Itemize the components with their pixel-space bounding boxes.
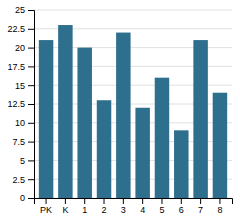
y-tick-label: 22.5 (7, 24, 25, 34)
y-tick-label: 17.5 (7, 62, 25, 72)
x-tick: 1 (82, 198, 87, 215)
y-tick-mark (28, 85, 34, 86)
y-tick-label: 20 (15, 43, 25, 53)
y-tick-mark (28, 142, 34, 143)
x-tick: 4 (140, 198, 145, 215)
bar (77, 48, 91, 198)
y-tick-label: 2.5 (12, 175, 25, 185)
y-tick-mark (28, 104, 34, 105)
bar (213, 93, 227, 198)
x-tick-label: K (62, 205, 68, 215)
y-tick-mark (28, 48, 34, 49)
x-tick-mark (46, 198, 47, 204)
y-tick-label: 0 (20, 193, 25, 203)
y-tick-mark (28, 179, 34, 180)
y-tick-label: 10 (15, 118, 25, 128)
y-tick: 10 (15, 118, 34, 128)
x-tick-label: PK (40, 205, 52, 215)
plot: PK K 1 2 3 4 5 6 7 8 0 2.5 5 7.5 10 12.5 15 17.5 20 22.5 25 (7, 5, 232, 215)
x-tick-mark (142, 198, 143, 204)
bar (155, 78, 169, 198)
x-tick-mark (84, 198, 85, 204)
x-tick-label: 1 (82, 205, 87, 215)
x-tick: PK (40, 198, 52, 215)
x-tick-mark (200, 198, 201, 204)
y-tick: 17.5 (7, 62, 34, 72)
y-tick-mark (28, 198, 34, 199)
x-tick-mark (161, 198, 162, 204)
y-tick: 22.5 (7, 24, 34, 34)
x-tick-label: 2 (102, 205, 107, 215)
y-tick: 20 (15, 43, 34, 53)
y-axis-line (28, 11, 35, 199)
y-tick: 5 (20, 156, 34, 166)
grid-line (34, 10, 232, 11)
bar (193, 40, 207, 198)
y-tick-label: 25 (15, 5, 25, 15)
y-tick: 0 (20, 193, 34, 203)
y-tick-label: 12.5 (7, 99, 25, 109)
chart-svg: PK K 1 2 3 4 5 6 7 8 0 2.5 5 7.5 10 12.5 15 17.5 20 22.5 25 (0, 0, 240, 220)
x-tick-label: 6 (179, 205, 184, 215)
x-tick: 3 (121, 198, 126, 215)
bar (135, 108, 149, 198)
y-tick-mark (28, 66, 34, 67)
x-tick-label: 7 (198, 205, 203, 215)
x-tick-mark (123, 198, 124, 204)
x-tick: K (62, 198, 68, 215)
x-tick: 8 (217, 198, 222, 215)
x-tick: 5 (159, 198, 164, 215)
y-tick: 2.5 (12, 175, 34, 185)
grid (34, 10, 232, 198)
chart-container: PK K 1 2 3 4 5 6 7 8 0 2.5 5 7.5 10 12.5 15 17.5 20 22.5 25 (0, 0, 240, 220)
bars (39, 25, 227, 198)
y-tick-mark (28, 123, 34, 124)
y-tick-label: 7.5 (12, 137, 25, 147)
y-tick-mark (28, 160, 34, 161)
x-tick-label: 5 (159, 205, 164, 215)
x-tick: 6 (179, 198, 184, 215)
bar (58, 25, 72, 198)
x-tick-mark (65, 198, 66, 204)
y-tick-label: 15 (15, 81, 25, 91)
y-tick-label: 5 (20, 156, 25, 166)
y-tick: 12.5 (7, 99, 34, 109)
bar (116, 33, 130, 198)
y-axis: 0 2.5 5 7.5 10 12.5 15 17.5 20 22.5 25 (7, 5, 34, 203)
x-axis-line (35, 199, 233, 205)
bar (39, 40, 53, 198)
y-tick-mark (28, 10, 34, 11)
x-tick-mark (104, 198, 105, 204)
x-tick: 7 (198, 198, 203, 215)
x-tick-label: 8 (217, 205, 222, 215)
x-tick-mark (181, 198, 182, 204)
bar (97, 100, 111, 198)
y-tick-mark (28, 29, 34, 30)
x-tick-mark (219, 198, 220, 204)
x-tick-label: 4 (140, 205, 145, 215)
y-tick: 7.5 (12, 137, 34, 147)
y-tick: 15 (15, 81, 34, 91)
x-tick-label: 3 (121, 205, 126, 215)
bar (174, 130, 188, 198)
x-axis: PK K 1 2 3 4 5 6 7 8 (35, 198, 233, 215)
x-tick: 2 (102, 198, 107, 215)
y-tick: 25 (15, 5, 34, 15)
